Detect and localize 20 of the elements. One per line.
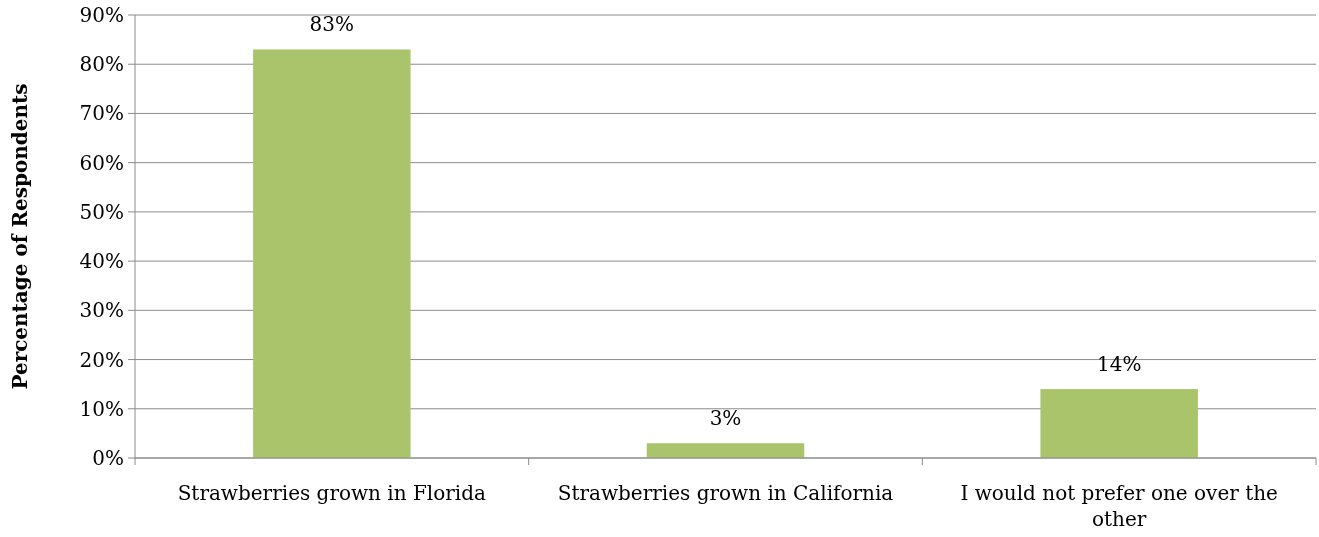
y-tick-label: 40% xyxy=(79,249,124,274)
y-tick-label: 30% xyxy=(79,298,124,323)
y-tick-label: 0% xyxy=(92,446,124,470)
y-tick-label: 10% xyxy=(79,396,124,421)
x-tick-label: I would not prefer one over the other xyxy=(960,481,1278,531)
data-label: 83% xyxy=(309,12,355,37)
y-tick-label: 70% xyxy=(79,101,124,126)
y-tick-label: 50% xyxy=(79,199,124,224)
bar xyxy=(253,49,411,458)
y-tick-label: 60% xyxy=(79,150,124,175)
y-tick-label: 80% xyxy=(79,52,124,77)
bar xyxy=(1040,389,1198,458)
data-label: 14% xyxy=(1096,352,1142,377)
bar xyxy=(646,443,805,458)
y-tick-label: 90% xyxy=(79,3,124,27)
x-tick-label: Strawberries grown in Florida xyxy=(177,481,487,505)
data-label: 3% xyxy=(709,406,742,431)
x-tick-label: Strawberries grown in California xyxy=(557,481,894,505)
y-axis-title: Percentage of Respondents xyxy=(8,83,32,390)
y-tick-label: 20% xyxy=(79,347,124,372)
